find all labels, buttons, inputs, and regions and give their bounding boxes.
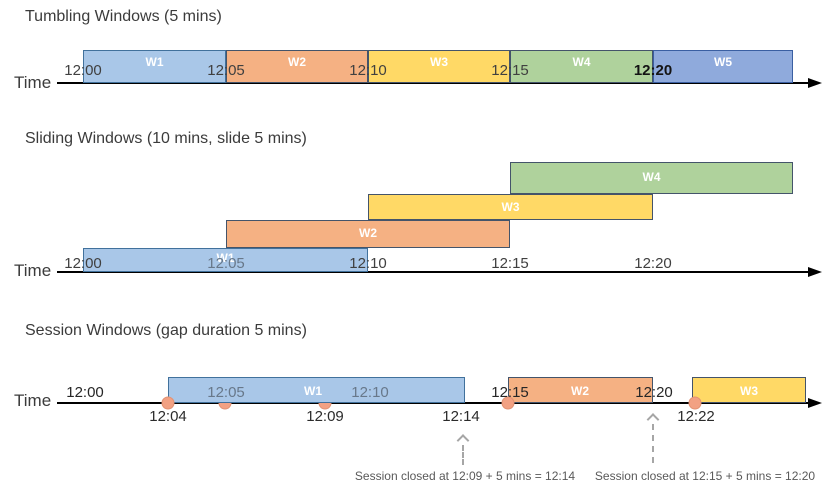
- window-label-sliding-w1: W1: [216, 251, 235, 265]
- window-label-tumbling-w5: W5: [714, 55, 732, 69]
- section-title-tumbling: Tumbling Windows (5 mins): [25, 8, 222, 25]
- window-label-sliding-w4: W4: [642, 170, 661, 184]
- window-box-sliding-w2: [226, 220, 510, 248]
- time-axis-arrowhead-session: [808, 398, 822, 408]
- window-label-tumbling-w2: W2: [288, 55, 306, 69]
- time-axis-sliding: [57, 271, 808, 273]
- window-label-tumbling-w4: W4: [572, 55, 591, 69]
- window-label-sliding-w2: W2: [359, 226, 377, 240]
- arrow-dashed-stem: [652, 424, 654, 463]
- session-closed-annotation: Session closed at 12:09 + 5 mins = 12:14: [354, 469, 576, 483]
- window-box-session-w3: [692, 377, 806, 403]
- window-label-tumbling-w3: W3: [430, 55, 448, 69]
- tick-label-sliding-1205: 12:05: [207, 255, 245, 272]
- tick-label-session-1210: 12:10: [351, 384, 389, 401]
- tick-label-tumbling-1215: 12:15: [491, 62, 529, 79]
- time-axis-tumbling: [57, 82, 808, 84]
- tick-label-sliding-1215: 12:15: [491, 255, 529, 272]
- event-time-label-1222: 12:22: [677, 408, 715, 425]
- tick-label-session-1220: 12:20: [635, 384, 673, 401]
- window-box-tumbling-w3: [368, 50, 510, 83]
- window-box-tumbling-w4: [510, 50, 653, 83]
- tick-label-tumbling-1220: 12:20: [633, 62, 673, 79]
- event-time-label-1209: 12:09: [306, 408, 344, 425]
- tick-label-sliding-1200: 12:00: [64, 255, 102, 272]
- section-title-sliding: Sliding Windows (10 mins, slide 5 mins): [25, 130, 307, 147]
- event-time-label-1204: 12:04: [149, 408, 187, 425]
- callout-up-arrow-icon: [646, 413, 660, 463]
- window-label-sliding-w3: W3: [501, 200, 520, 214]
- section-title-session: Session Windows (gap duration 5 mins): [25, 322, 307, 339]
- time-axis-label-session: Time: [14, 391, 52, 410]
- tick-label-tumbling-1210: 12:10: [349, 62, 387, 79]
- window-label-session-w3: W3: [740, 384, 758, 398]
- time-axis-session: [57, 402, 808, 404]
- window-box-session-w2: [508, 377, 653, 403]
- tick-label-session-1215: 12:15: [491, 384, 529, 401]
- event-dot: [501, 396, 515, 410]
- tick-label-session-1205: 12:05: [207, 384, 245, 401]
- tick-label-sliding-1210: 12:10: [349, 255, 387, 272]
- tick-label-tumbling-1205: 12:05: [207, 62, 245, 79]
- window-box-session-w1: [168, 377, 465, 403]
- tick-label-session-1200: 12:00: [66, 384, 104, 401]
- callout-up-arrow-icon: [456, 434, 470, 465]
- time-axis-arrowhead-tumbling: [808, 78, 822, 88]
- event-dot: [688, 396, 702, 410]
- window-label-session-w2: W2: [571, 384, 589, 398]
- window-label-tumbling-w1: W1: [145, 55, 164, 69]
- window-box-sliding-w1: [83, 248, 368, 272]
- event-dot: [161, 396, 175, 410]
- time-axis-label-sliding: Time: [14, 261, 52, 280]
- session-closed-annotation: Session closed at 12:15 + 5 mins = 12:20: [594, 469, 816, 483]
- arrow-dashed-stem: [462, 445, 464, 465]
- event-time-label-1214: 12:14: [442, 408, 480, 425]
- window-box-tumbling-w5: [653, 50, 793, 83]
- time-axis-arrowhead-sliding: [808, 267, 822, 277]
- window-box-sliding-w3: [368, 194, 653, 220]
- tick-label-sliding-1220: 12:20: [634, 255, 672, 272]
- tick-label-tumbling-1200: 12:00: [64, 62, 102, 79]
- window-box-tumbling-w2: [226, 50, 368, 83]
- window-box-sliding-w4: [510, 162, 793, 194]
- window-box-tumbling-w1: [83, 50, 226, 83]
- window-label-session-w1: W1: [304, 384, 322, 398]
- time-axis-label-tumbling: Time: [14, 73, 52, 92]
